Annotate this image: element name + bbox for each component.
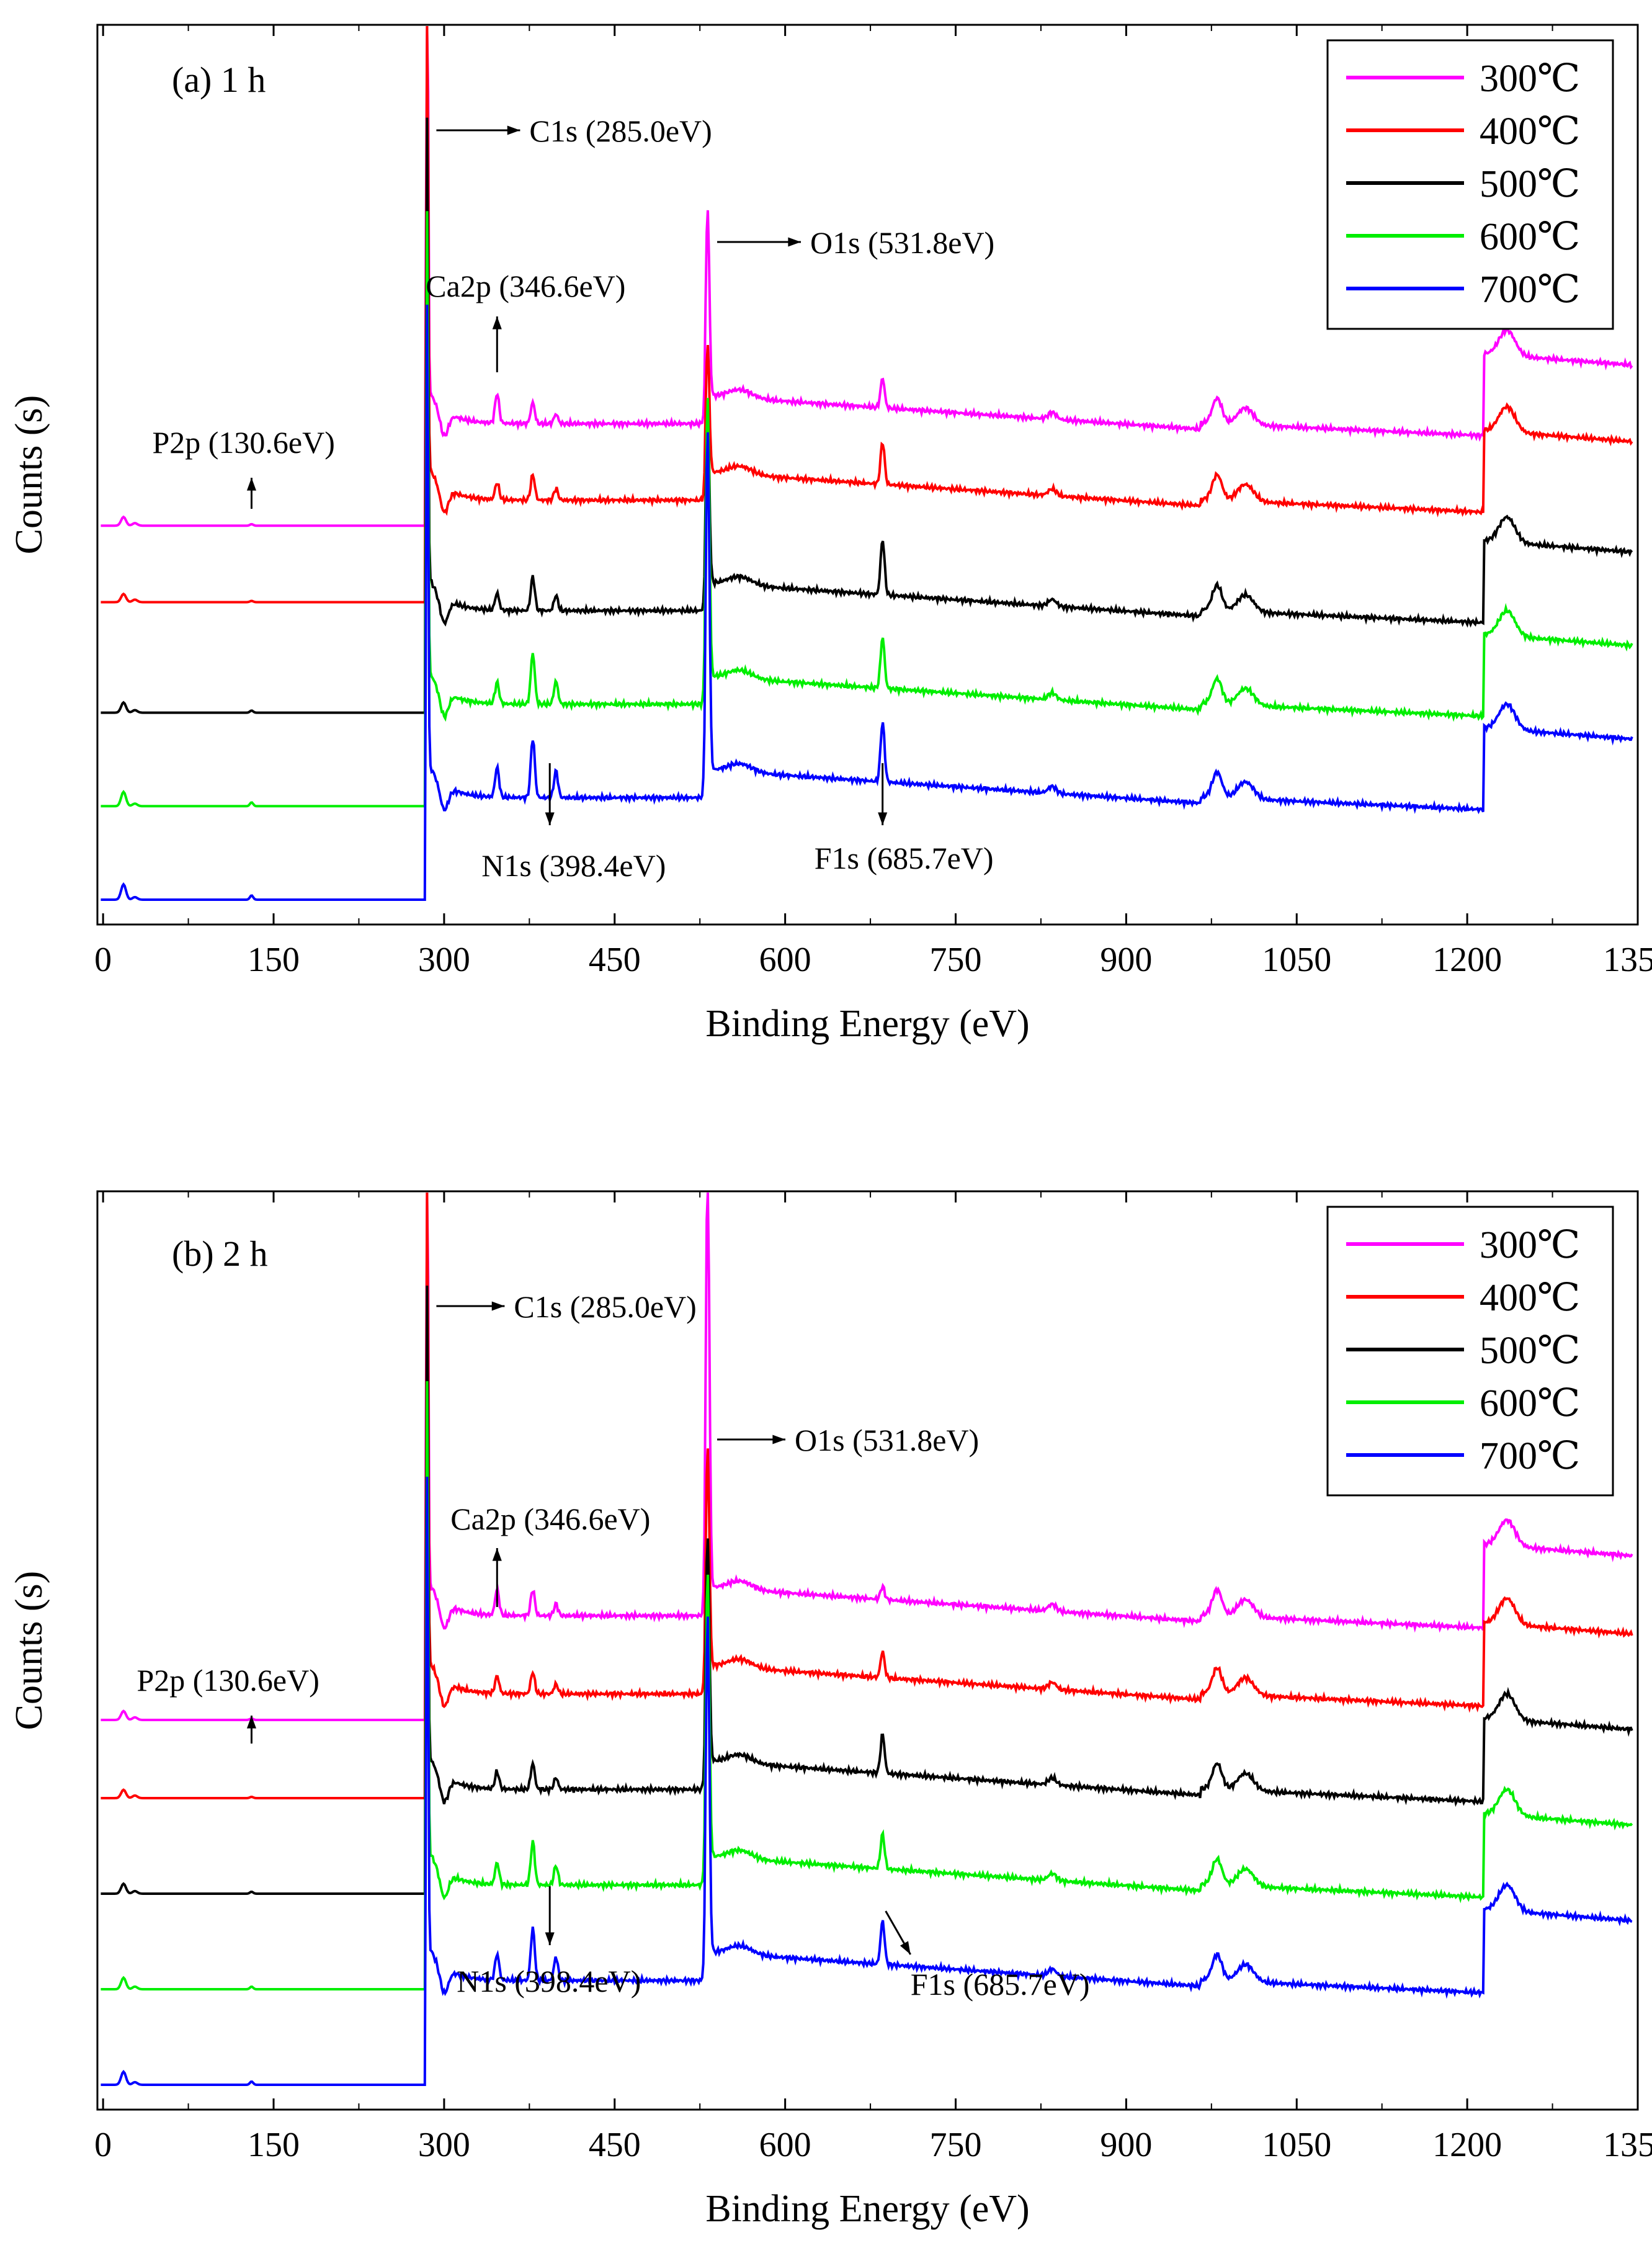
legend-label: 700℃ (1480, 269, 1580, 311)
x-tick-label: 1350 (1603, 941, 1652, 979)
legend-label: 400℃ (1480, 1277, 1580, 1319)
o1s-arrowhead (788, 237, 801, 247)
series-line-300c (100, 1192, 1633, 1721)
panel-b: 0 150 300 450 600 750 900 1050 1200 1350 Binding E… (8, 1190, 1652, 2230)
series-line-400c (100, 25, 1633, 604)
annotation-n1s: N1s (398.4eV) (457, 1964, 641, 1999)
x-tick-label: 900 (1100, 2126, 1152, 2164)
x-tick-label: 600 (759, 941, 811, 979)
x-tick-label: 1350 (1603, 2126, 1652, 2164)
x-axis-label: Binding Energy (eV) (705, 2188, 1029, 2230)
c1s-arrowhead (507, 125, 520, 135)
ca2p-arrowhead (492, 1548, 502, 1561)
annotation-o1s: O1s (531.8eV) (810, 225, 994, 260)
annotation-p2p: P2p (130.6eV) (152, 425, 334, 460)
series-line-700c (100, 1476, 1633, 2086)
x-tick-label: 1200 (1432, 2126, 1502, 2164)
annotation-ca2p: Ca2p (346.6eV) (450, 1502, 650, 1536)
x-tick-label: 450 (589, 2126, 641, 2164)
x-tick-label: 450 (589, 941, 641, 979)
series-line-500c (100, 1285, 1633, 1895)
annotation-f1s: F1s (685.7eV) (911, 1967, 1090, 2002)
series-line-500c (100, 117, 1633, 714)
x-axis-label: Binding Energy (eV) (705, 1003, 1029, 1045)
panel-a: 0 150 300 450 600 750 900 1050 1200 1350 Binding E… (8, 24, 1652, 1045)
series-line-400c (100, 1192, 1633, 1799)
panel-label: (b) 2 h (172, 1233, 268, 1274)
plot-frame (96, 24, 1639, 926)
annotation-p2p: P2p (130.6eV) (136, 1663, 319, 1698)
series-line-600c (100, 1381, 1633, 1990)
series-line-700c (100, 304, 1633, 901)
legend-label: 600℃ (1480, 1382, 1580, 1425)
x-tick-label: 1200 (1432, 941, 1502, 979)
o1s-arrowhead (772, 1435, 786, 1444)
x-tick-label: 1050 (1262, 941, 1331, 979)
x-tick-label: 150 (248, 941, 300, 979)
plot-frame (96, 1190, 1639, 2111)
legend: 300℃ 400℃ 500℃ 600℃ 700℃ (1326, 1206, 1614, 1497)
series-line-300c (100, 25, 1633, 527)
x-tick-label: 0 (94, 941, 112, 979)
annotation-n1s: N1s (398.4eV) (481, 848, 666, 883)
x-tick-label: 300 (418, 941, 470, 979)
legend-label: 400℃ (1480, 110, 1580, 153)
legend-label: 600℃ (1480, 216, 1580, 258)
x-tick-label: 750 (930, 2126, 982, 2164)
panel-label: (a) 1 h (172, 60, 266, 100)
legend-label: 700℃ (1480, 1435, 1580, 1477)
legend: 300℃ 400℃ 500℃ 600℃ 700℃ (1326, 39, 1614, 330)
annotation-f1s: F1s (685.7eV) (815, 841, 994, 875)
annotation-c1s: C1s (285.0eV) (514, 1289, 696, 1324)
annotation-o1s: O1s (531.8eV) (795, 1423, 979, 1457)
x-tick-label: 0 (94, 2126, 112, 2164)
legend-label: 300℃ (1480, 1224, 1580, 1266)
legend-label: 300℃ (1480, 58, 1580, 100)
x-tick-label: 150 (248, 2126, 300, 2164)
series-line-600c (100, 211, 1633, 808)
n1s-arrowhead (545, 1932, 555, 1945)
x-tick-label: 1050 (1262, 2126, 1331, 2164)
x-tick-label: 750 (930, 941, 982, 979)
c1s-arrowhead (491, 1301, 505, 1311)
x-tick-label: 600 (759, 2126, 811, 2164)
f1s-arrowhead (878, 812, 888, 825)
annotation-ca2p: Ca2p (346.6eV) (426, 269, 625, 303)
n1s-arrowhead (545, 812, 555, 825)
legend-label: 500℃ (1480, 163, 1580, 205)
y-axis-label: Counts (s) (8, 1571, 50, 1730)
y-axis-label: Counts (s) (8, 395, 50, 555)
x-tick-label: 300 (418, 2126, 470, 2164)
f1s-arrowhead (900, 1941, 911, 1954)
p2p-arrowhead (246, 1716, 257, 1729)
ca2p-arrowhead (492, 316, 502, 329)
x-tick-label: 900 (1100, 941, 1152, 979)
legend-label: 500℃ (1480, 1330, 1580, 1372)
p2p-arrowhead (246, 478, 257, 491)
annotation-c1s: C1s (285.0eV) (529, 114, 712, 148)
